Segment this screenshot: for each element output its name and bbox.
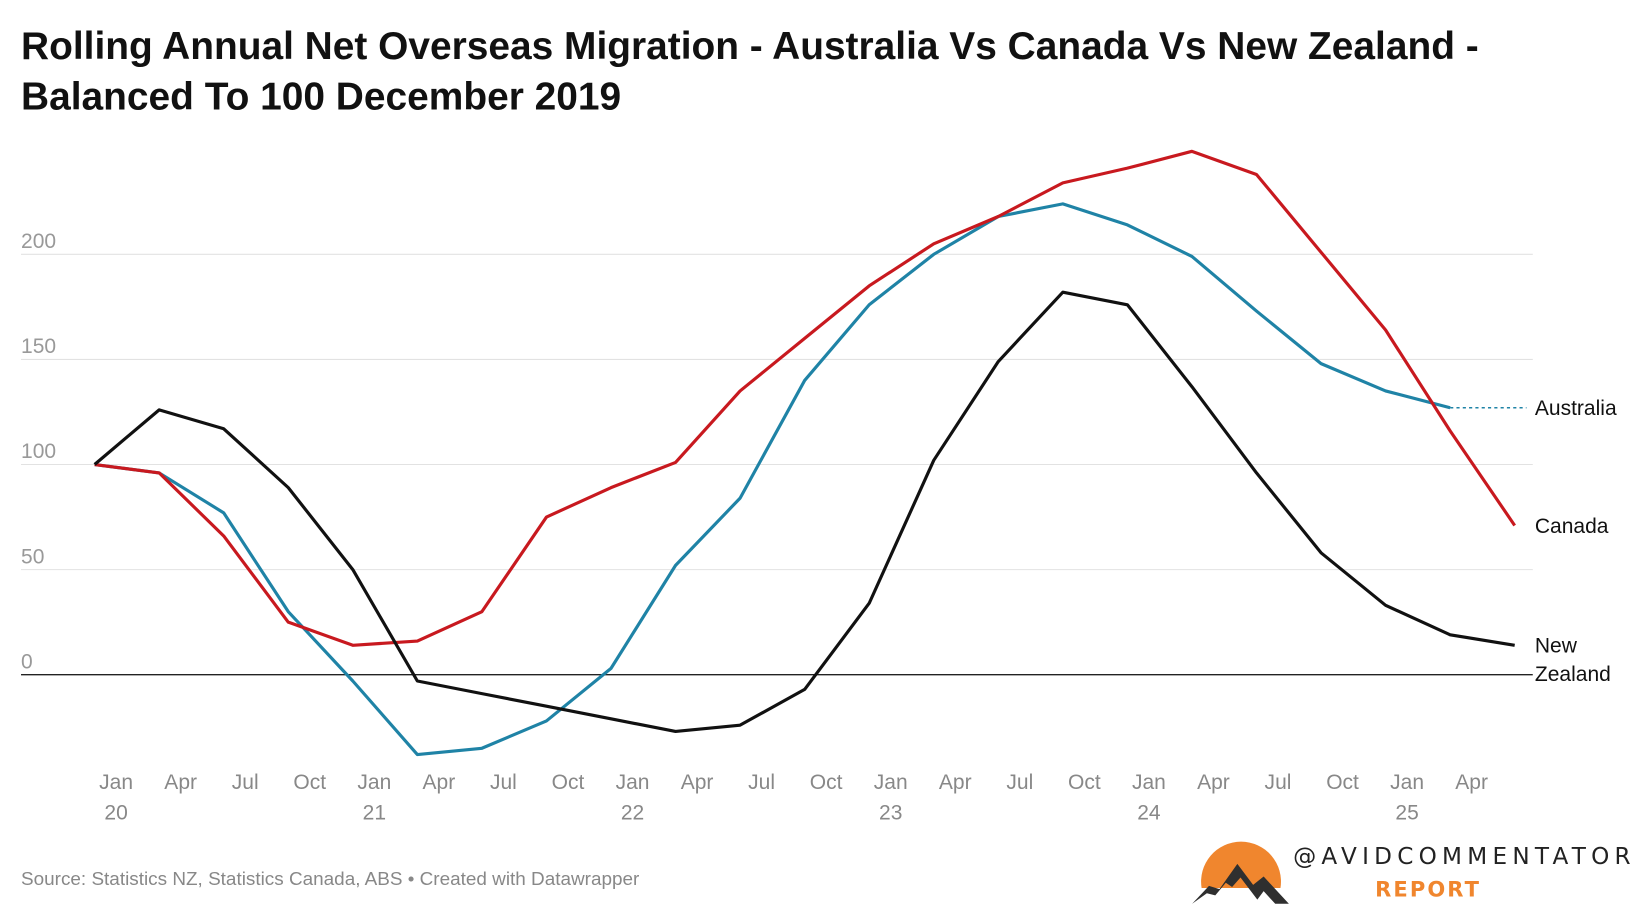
x-tick-label: Oct <box>293 771 326 794</box>
brand-logo: @AVIDCOMMENTATOR REPORT <box>1192 841 1636 904</box>
x-tick-label: Jan <box>1132 771 1166 794</box>
series-line-new-zealand <box>93 290 1515 734</box>
x-tick-label: Jul <box>748 771 775 794</box>
x-tick-label: Jan <box>1390 771 1424 794</box>
x-tick-label: Apr <box>681 771 714 794</box>
y-tick-label: 100 <box>21 440 56 463</box>
chart-title-line-1: Rolling Annual Net Overseas Migration - … <box>21 25 1479 68</box>
x-tick-label: Jul <box>490 771 517 794</box>
x-tick-label: Apr <box>939 771 972 794</box>
brand-subtitle: REPORT <box>1375 876 1481 901</box>
series-line-canada <box>94 149 1516 647</box>
x-tick-year: 25 <box>1395 802 1418 825</box>
grid: 0 50 100 150 200 <box>21 230 1533 676</box>
series-line-australia <box>94 202 1451 757</box>
x-tick-label: Jul <box>232 771 259 794</box>
brand-name: @AVIDCOMMENTATOR <box>1293 844 1636 870</box>
series-lines <box>93 149 1527 757</box>
x-tick-label: Jan <box>99 771 133 794</box>
y-tick-label: 0 <box>21 650 33 673</box>
series-label: Australia <box>1535 397 1617 420</box>
x-tick-label: Oct <box>810 771 843 794</box>
sun-mountain-icon <box>1192 841 1289 904</box>
series-label: New <box>1535 635 1578 658</box>
x-tick-year: 24 <box>1137 802 1161 825</box>
x-tick-label: Oct <box>1068 771 1101 794</box>
x-tick-label: Oct <box>1326 771 1359 794</box>
x-tick-year: 22 <box>621 802 644 825</box>
x-tick-year: 23 <box>879 802 902 825</box>
y-tick-label: 150 <box>21 335 56 358</box>
x-axis: Jan 20 Apr Jul Oct Jan 21 Apr Jul Oct Jan 22 Apr Jul O… <box>99 771 1488 824</box>
x-tick-label: Jul <box>1265 771 1292 794</box>
x-tick-label: Jan <box>874 771 908 794</box>
x-tick-label: Oct <box>552 771 585 794</box>
x-tick-label: Apr <box>1455 771 1488 794</box>
x-tick-label: Apr <box>1197 771 1230 794</box>
x-tick-label: Apr <box>423 771 456 794</box>
series-label: Canada <box>1535 515 1609 538</box>
x-tick-year: 21 <box>363 802 386 825</box>
x-tick-label: Jan <box>357 771 391 794</box>
series-labels: Australia Canada New Zealand <box>1535 397 1617 686</box>
series-label: Zealand <box>1535 663 1611 686</box>
y-tick-label: 50 <box>21 545 44 568</box>
x-tick-year: 20 <box>104 802 127 825</box>
x-tick-label: Jul <box>1006 771 1033 794</box>
x-tick-label: Jan <box>616 771 650 794</box>
chart-title-line-2: Balanced To 100 December 2019 <box>21 75 621 118</box>
y-tick-label: 200 <box>21 230 56 253</box>
source-note: Source: Statistics NZ, Statistics Canada… <box>21 869 639 890</box>
x-tick-label: Apr <box>164 771 197 794</box>
